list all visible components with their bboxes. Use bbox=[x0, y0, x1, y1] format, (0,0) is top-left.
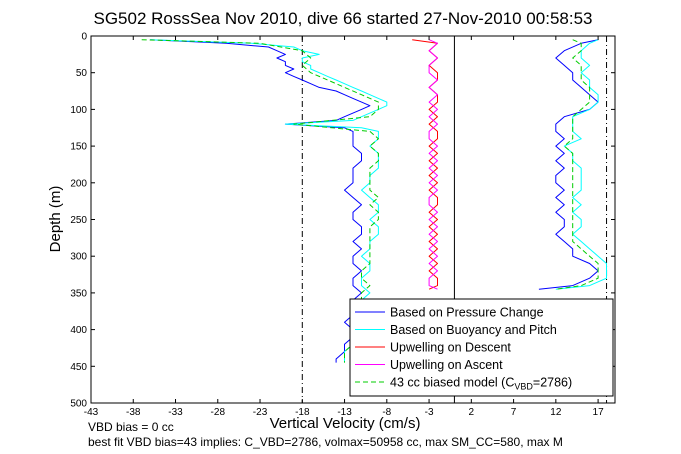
legend-label-4: 43 cc biased model (CVBD=2786) bbox=[390, 376, 572, 392]
legend-label-3: Upwelling on Ascent bbox=[390, 358, 503, 372]
x-tick-label: -13 bbox=[337, 407, 352, 418]
y-tick-label: 250 bbox=[70, 215, 87, 226]
footnote-vbd-bias: VBD bias = 0 cc bbox=[88, 420, 174, 434]
series-line-3-0 bbox=[428, 39, 438, 290]
x-tick-label: -38 bbox=[126, 407, 141, 418]
x-tick-label: -3 bbox=[425, 407, 434, 418]
x-axis-ticks: -43 -38 -33 -28 -23 -18 -13 -8 -3 2 7 12 17 bbox=[84, 36, 604, 418]
series-line-0-0 bbox=[150, 39, 371, 363]
legend-label-1: Based on Buoyancy and Pitch bbox=[390, 323, 557, 337]
chart-title: SG502 RossSea Nov 2010, dive 66 started … bbox=[94, 9, 593, 28]
series-line-4-1 bbox=[555, 39, 599, 290]
legend-items: Based on Pressure Change Based on Buoyanc… bbox=[355, 306, 572, 392]
x-tick-label: 12 bbox=[550, 407, 562, 418]
footnote-best-fit: best fit VBD bias=43 implies: C_VBD=2786… bbox=[88, 435, 563, 449]
y-tick-label: 50 bbox=[76, 68, 88, 79]
series-line-1-1 bbox=[555, 39, 607, 290]
series-layer bbox=[141, 39, 607, 363]
x-tick-label: -23 bbox=[253, 407, 268, 418]
y-axis-label: Depth (m) bbox=[47, 186, 64, 253]
y-axis-ticks: 0 50 100 150 200 250 300 350 400 450 500 bbox=[70, 32, 615, 410]
y-tick-label: 0 bbox=[81, 32, 87, 43]
y-tick-label: 200 bbox=[70, 178, 87, 189]
legend-label-2: Upwelling on Descent bbox=[390, 341, 511, 355]
y-tick-label: 350 bbox=[70, 288, 87, 299]
legend: Based on Pressure Change Based on Buoyanc… bbox=[349, 298, 614, 397]
y-tick-label: 450 bbox=[70, 362, 87, 373]
x-tick-label: -28 bbox=[211, 407, 226, 418]
x-tick-label: 7 bbox=[511, 407, 517, 418]
x-axis-label: Vertical Velocity (cm/s) bbox=[270, 415, 421, 432]
x-tick-label: 17 bbox=[593, 407, 605, 418]
y-tick-label: 150 bbox=[70, 142, 87, 153]
series-line-1-0 bbox=[150, 39, 388, 363]
legend-label-0: Based on Pressure Change bbox=[390, 306, 544, 320]
x-tick-label: -33 bbox=[168, 407, 183, 418]
legend-box bbox=[349, 298, 614, 397]
series-line-0-1 bbox=[538, 39, 599, 290]
y-tick-label: 100 bbox=[70, 105, 87, 116]
series-line-4-0 bbox=[141, 39, 379, 363]
x-tick-label: -18 bbox=[295, 407, 310, 418]
y-tick-label: 500 bbox=[70, 399, 87, 410]
x-tick-label: -43 bbox=[84, 407, 99, 418]
x-tick-label: -8 bbox=[382, 407, 391, 418]
y-tick-label: 400 bbox=[70, 325, 87, 336]
x-tick-label: 2 bbox=[469, 407, 475, 418]
y-tick-label: 300 bbox=[70, 252, 87, 263]
